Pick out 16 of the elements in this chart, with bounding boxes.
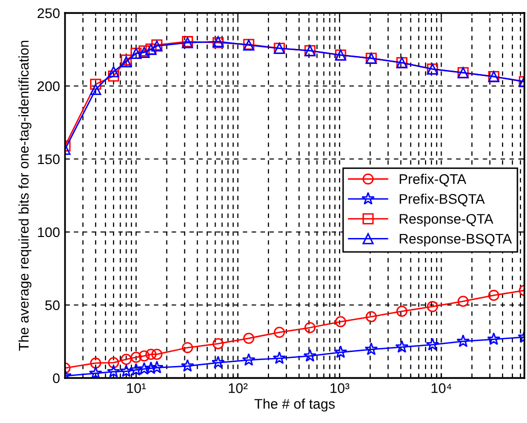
y-tick-label: 0 [52,373,60,384]
y-tick-label: 150 [38,154,60,164]
legend-label: Prefix-QTA [400,174,466,186]
legend-label: Prefix-BSQTA [400,194,485,206]
x-tick-label: 10² [228,383,248,394]
x-tick-label: 10³ [330,383,350,394]
legend-label: Response-BSQTA [400,234,512,246]
y-tick-label: 250 [38,8,60,18]
legend-label: Response-QTA [400,214,494,227]
x-tick-label: 10¹ [127,383,146,394]
y-tick-label: 50 [45,300,60,310]
x-axis-title: The # of tags [254,398,335,412]
y-tick-label: 100 [38,227,60,238]
x-tick-label: 10⁴ [432,383,452,394]
y-tick-label: 200 [38,81,60,92]
y-axis-title: The average required bits for one-tag-identification [18,40,32,351]
